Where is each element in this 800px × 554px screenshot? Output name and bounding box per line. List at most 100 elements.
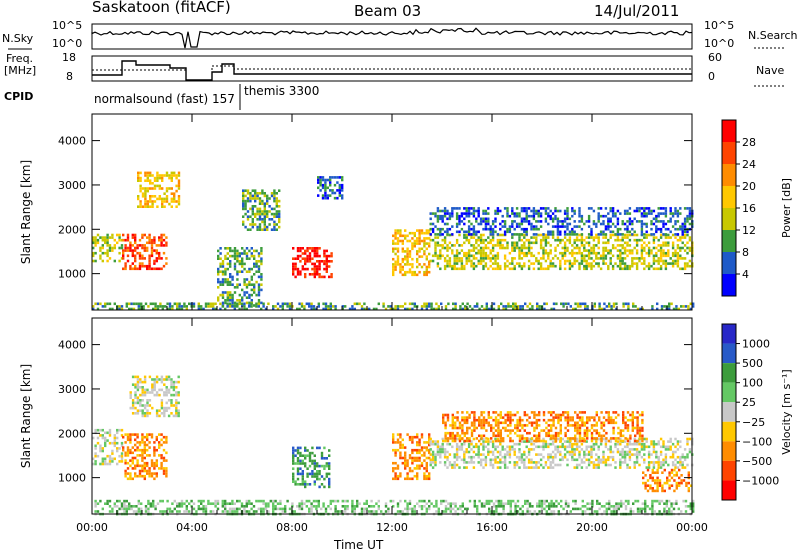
velocity-cell [478,418,481,422]
velocity-cell [487,450,490,454]
power-cell [453,257,456,260]
power-cell [446,227,449,231]
velocity-cell [478,434,481,438]
power-cell [592,264,596,268]
power-cell [204,302,208,306]
power-cell [641,307,644,311]
power-cell [484,238,488,242]
velocity-cell [160,401,164,405]
velocity-cell [316,446,319,450]
power-cell [662,251,665,255]
velocity-cell [576,429,579,432]
power-cell [551,212,555,215]
velocity-cell [118,507,121,511]
power-cell [243,280,246,284]
velocity-cell [292,449,295,452]
velocity-cell [491,442,495,446]
power-cell [568,230,572,234]
velocity-cell [647,455,651,459]
power-cell [170,200,173,203]
velocity-cell [487,411,490,414]
power-cell [258,212,262,216]
power-cell [467,209,471,213]
velocity-cell [532,466,536,469]
power-cell [446,212,449,215]
velocity-cell [533,429,536,432]
velocity-cell [629,437,632,440]
power-cell [260,262,263,266]
velocity-cell [144,507,148,511]
power-cell [640,254,644,258]
power-cell [563,267,567,271]
velocity-cell [318,472,321,476]
velocity-cell [641,421,644,425]
velocity-cell [561,437,564,441]
velocity-cell [139,401,142,405]
power-cell [640,249,644,252]
power-cell [137,195,140,198]
power-cell [134,254,137,258]
power-cell [667,220,670,223]
velocity-cell [311,470,314,473]
velocity-cell [136,383,140,386]
power-cell [418,247,421,251]
velocity-cell [518,466,521,469]
power-cell [242,192,245,195]
power-cell [154,302,157,306]
power-cell [326,186,329,190]
power-cell [170,174,173,177]
velocity-cell [94,505,97,508]
power-cell [643,241,646,245]
velocity-cell [416,443,419,447]
velocity-cell [396,467,400,470]
velocity-cell [442,413,445,417]
power-cell [101,236,104,239]
power-cell [561,246,564,250]
velocity-cell [123,499,126,503]
freq-label-line2: [MHz] [4,64,37,77]
velocity-cell [518,455,521,459]
velocity-cell [411,438,414,442]
velocity-cell [499,439,502,443]
power-cell [688,209,692,213]
power-cell [568,236,572,239]
velocity-cell [595,463,598,467]
velocity-cell [530,424,534,427]
velocity-cell [520,440,524,443]
power-cell [635,251,639,255]
velocity-cell [609,445,612,449]
velocity-cell [518,437,522,440]
power-cell [600,307,604,311]
velocity-cell [466,439,469,443]
velocity-cell [299,459,302,463]
freq-label-line1: Freq. [6,52,34,65]
velocity-cell [444,439,447,443]
power-cell [621,238,624,242]
velocity-cell [504,429,507,432]
power-cell [170,205,173,208]
velocity-cell [165,451,168,455]
power-cell [260,275,263,279]
power-cell [360,307,364,311]
velocity-cell [255,510,258,513]
velocity-cell [428,456,431,460]
power-cell [226,267,229,271]
velocity-cell [595,440,598,443]
power-cell [406,239,409,243]
power-cell [221,270,225,273]
velocity-cell [624,424,627,427]
power-cell [416,265,419,269]
velocity-cell [160,412,164,415]
velocity-cell [640,455,644,459]
power-cell [656,302,659,306]
power-cell [520,227,524,231]
power-cell [106,254,109,258]
power-cell [258,197,262,200]
velocity-cell [475,418,478,422]
power-cell [668,305,671,308]
power-cell [250,278,253,281]
velocity-cell [328,485,331,489]
velocity-cell [494,421,498,425]
power-cell [523,262,526,265]
power-cell [622,302,625,306]
